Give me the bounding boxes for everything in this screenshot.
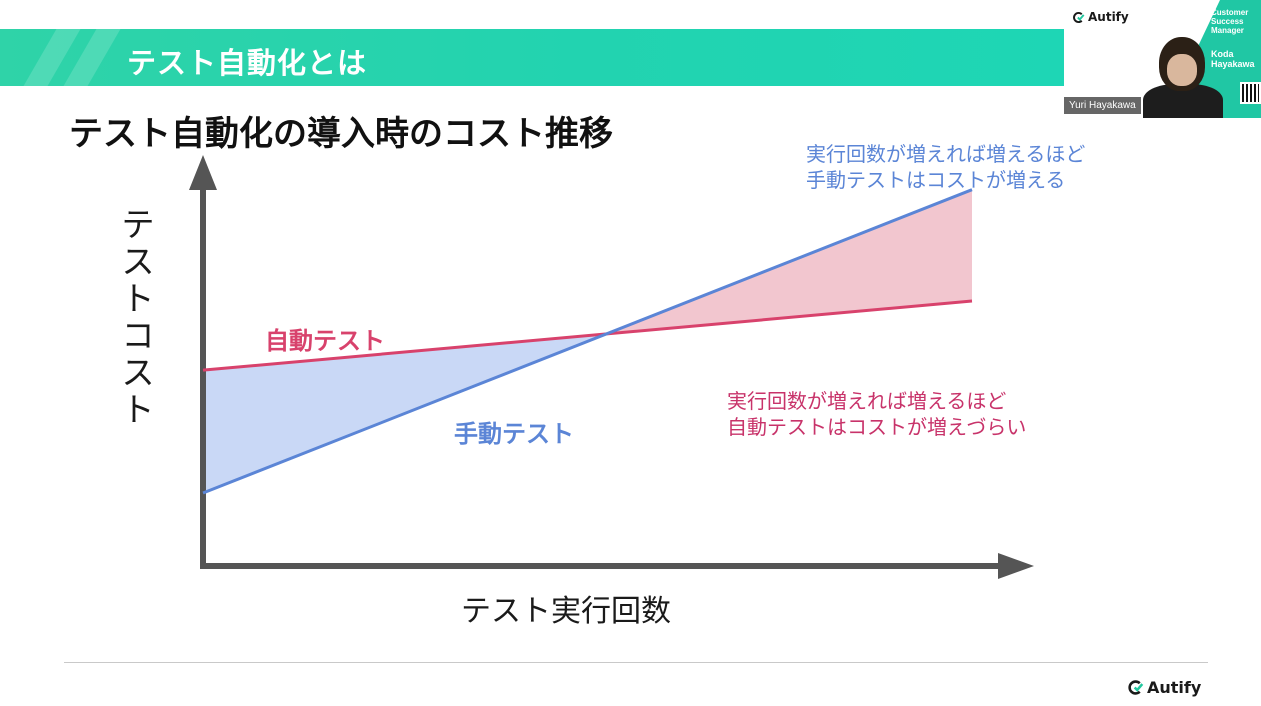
footer-logo-text: Autify [1147,678,1202,697]
annotation-line: 実行回数が増えれば増えるほど [727,389,1007,413]
x-axis-arrowhead [998,553,1034,579]
name-line: Koda [1211,49,1234,59]
series-label-auto: 自動テスト [265,327,385,355]
role-line: Success [1211,17,1244,26]
role-line: Customer [1211,8,1249,17]
speaker-role: Customer Success Manager [1211,8,1248,35]
video-logo: Autify [1072,10,1129,24]
slide-subtitle: テスト自動化の導入時のコスト推移 [69,114,613,154]
manual-cost-line [202,188,973,495]
speaker-name-tag: Yuri Hayakawa [1064,97,1141,114]
autify-logo-icon [1128,680,1144,695]
x-axis-label: テスト実行回数 [461,594,671,629]
annotation-manual: 実行回数が増えれば増えるほど 手動テストはコストが増える [806,141,1085,193]
annotation-line: 実行回数が増えれば増えるほど [806,142,1086,166]
series-label-manual: 手動テスト [454,420,574,448]
autify-logo-icon [1073,11,1085,23]
footer-logo: Autify [1127,678,1201,697]
video-logo-text: Autify [1088,10,1129,24]
speaker-card-name: Koda Hayakawa [1211,49,1255,69]
speaker-video: Autify Customer Success Manager Koda Hay… [1064,0,1261,118]
slide-header-title: テスト自動化とは [127,46,368,80]
y-axis-arrowhead [189,155,217,190]
footer-divider [64,662,1208,663]
annotation-line: 自動テストはコストが増えづらい [727,415,1027,439]
auto-cost-line [202,299,973,372]
annotation-auto: 実行回数が増えれば増えるほど 自動テストはコストが増えづらい [727,388,1026,440]
role-line: Manager [1211,26,1244,35]
name-line: Hayakawa [1211,59,1255,69]
qr-code [1240,82,1261,104]
speaker-face [1167,54,1197,86]
y-axis-label: テストコスト [121,205,155,429]
slide-header-band [0,29,1064,86]
annotation-line: 手動テストはコストが増える [806,168,1066,192]
